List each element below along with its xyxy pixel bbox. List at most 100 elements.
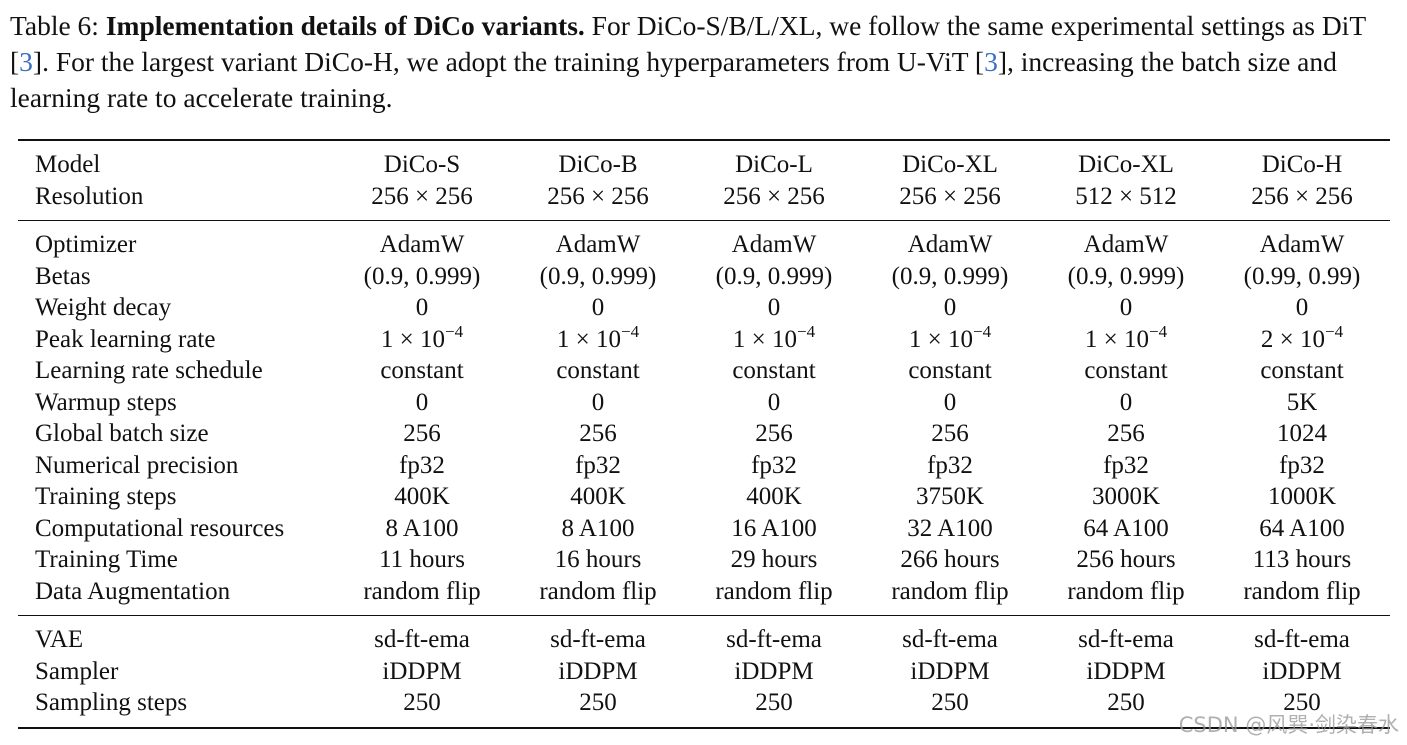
table-cell: random flip bbox=[539, 577, 657, 605]
table-cell: 250 bbox=[403, 689, 441, 716]
table-cell: 0 bbox=[1119, 388, 1133, 416]
cell-exponent: −4 bbox=[797, 321, 816, 341]
table-cell: DiCo-S bbox=[383, 151, 461, 178]
table-cell: 256 hours bbox=[1076, 546, 1176, 573]
table-body: Model DiCo-S DiCo-B DiCo-L DiCo-XL DiCo-XL DiC… bbox=[18, 140, 1390, 728]
table-cell: DiCo-L bbox=[735, 151, 813, 178]
table-cell: 400K bbox=[570, 483, 626, 510]
table-cell: iDDPM bbox=[910, 657, 990, 685]
table-row: VAE sd-ft-ema sd-ft-ema sd-ft-ema sd-ft-ema s… bbox=[18, 615, 1390, 656]
row-label: Global batch size bbox=[35, 420, 209, 447]
row-label: Computational resources bbox=[35, 514, 285, 542]
table-row: Global batch size 256 256 256 256 256 1024 bbox=[18, 418, 1390, 450]
table-cell: random flip bbox=[715, 577, 833, 605]
table-cell: 256 bbox=[403, 420, 441, 447]
table-cell: 16 hours bbox=[554, 546, 642, 573]
row-label: Warmup steps bbox=[35, 388, 177, 416]
table-cell: random flip bbox=[1243, 577, 1361, 605]
table-cell: iDDPM bbox=[1262, 657, 1342, 685]
table-cell: 256 × 256 bbox=[1251, 182, 1353, 210]
table-cell: 256 × 256 bbox=[547, 182, 649, 210]
table-cell: iDDPM bbox=[382, 657, 462, 685]
table-cell: 256 bbox=[1107, 420, 1145, 447]
caption-text: ], increasing the batch size and learnin… bbox=[10, 46, 1337, 113]
table-cell: iDDPM bbox=[734, 657, 814, 685]
table-cell: (0.9, 0.999) bbox=[1067, 262, 1185, 290]
cell-base: 1 × 10 bbox=[380, 325, 445, 353]
cell-exponent: −4 bbox=[621, 321, 640, 341]
cell-base: 2 × 10 bbox=[1260, 325, 1325, 353]
table-cell: AdamW bbox=[686, 220, 862, 261]
row-label: Training steps bbox=[35, 483, 177, 510]
table-cell: constant bbox=[908, 357, 992, 384]
table-cell: DiCo-XL bbox=[1078, 151, 1174, 178]
table-row: Computational resources 8 A100 8 A100 16 A1… bbox=[18, 513, 1390, 545]
table-cell: 0 bbox=[767, 294, 781, 321]
table-cell: 256 bbox=[931, 420, 969, 447]
table-cell: 256 × 256 bbox=[899, 182, 1001, 210]
table-row: Training steps 400K 400K 400K 3750K 3000K 1000… bbox=[18, 481, 1390, 513]
table-cell: 250 bbox=[1283, 689, 1321, 716]
table: Model DiCo-S DiCo-B DiCo-L DiCo-XL DiCo-XL DiC… bbox=[18, 139, 1390, 729]
table-row: Data Augmentation random flip random flip r… bbox=[18, 576, 1390, 616]
row-label: Weight decay bbox=[35, 294, 172, 321]
table-row: Model DiCo-S DiCo-B DiCo-L DiCo-XL DiCo-XL DiC… bbox=[18, 140, 1390, 181]
table-row: Sampler iDDPM iDDPM iDDPM iDDPM iDDPM iDDPM bbox=[18, 656, 1390, 688]
caption-label: Table 6: bbox=[10, 10, 99, 41]
table-cell: AdamW bbox=[1038, 220, 1214, 261]
table-cell: 113 hours bbox=[1252, 546, 1352, 573]
table-cell: 512 × 512 bbox=[1075, 182, 1177, 210]
table-cell: 64 A100 bbox=[1083, 514, 1169, 542]
table-cell: 256 × 256 bbox=[371, 182, 473, 210]
row-label: Training Time bbox=[35, 546, 178, 573]
cell-exponent: −4 bbox=[1325, 321, 1344, 341]
table-cell: fp32 bbox=[751, 451, 797, 479]
table-cell: (0.9, 0.999) bbox=[363, 262, 481, 290]
table-cell: fp32 bbox=[399, 451, 445, 479]
table-cell: DiCo-B bbox=[558, 151, 638, 178]
table-row: Training Time 11 hours 16 hours 29 hours 266… bbox=[18, 544, 1390, 576]
table-cell: 0 bbox=[767, 388, 781, 416]
table-cell: 250 bbox=[755, 689, 793, 716]
table-cell: sd-ft-ema bbox=[686, 615, 862, 656]
table-cell: random flip bbox=[891, 577, 1009, 605]
table-cell: 400K bbox=[394, 483, 450, 510]
row-label: Model bbox=[35, 151, 101, 178]
row-label: VAE bbox=[18, 615, 334, 656]
row-label: Peak learning rate bbox=[35, 325, 216, 353]
table-cell: AdamW bbox=[1214, 220, 1390, 261]
table-caption: Table 6: Implementation details of DiCo … bbox=[10, 8, 1400, 116]
table-cell: 0 bbox=[591, 388, 605, 416]
table-cell: 0 bbox=[591, 294, 605, 321]
table-cell: 3750K bbox=[915, 483, 985, 510]
table-cell: 2 × 10−4 bbox=[1214, 321, 1390, 356]
cell-exponent: −4 bbox=[973, 321, 992, 341]
table-cell: constant bbox=[380, 357, 464, 384]
table-cell: 16 A100 bbox=[731, 514, 817, 542]
table-cell: 29 hours bbox=[730, 546, 818, 573]
caption-text: ]. For the largest variant DiCo-H, we ad… bbox=[32, 46, 985, 77]
table-row: Optimizer AdamW AdamW AdamW AdamW AdamW AdamW bbox=[18, 220, 1390, 261]
cell-base: 1 × 10 bbox=[556, 325, 621, 353]
table-cell: 1 × 10−4 bbox=[510, 321, 686, 356]
row-label: Data Augmentation bbox=[35, 577, 231, 605]
table-cell: constant bbox=[556, 357, 640, 384]
table-cell: 1 × 10−4 bbox=[686, 321, 862, 356]
row-label: Betas bbox=[35, 262, 91, 290]
table-cell: DiCo-H bbox=[1261, 151, 1343, 178]
table-cell: 3000K bbox=[1091, 483, 1161, 510]
caption-text: For DiCo-S/B/L/XL, we follow the same ex… bbox=[10, 10, 1366, 77]
table-cell: 1 × 10−4 bbox=[1038, 323, 1214, 356]
table-cell: 256 bbox=[579, 420, 617, 447]
cell-base: 1 × 10 bbox=[1084, 325, 1149, 353]
table-cell: sd-ft-ema bbox=[1214, 615, 1390, 656]
caption-title: Implementation details of DiCo variants. bbox=[105, 10, 585, 41]
table-cell: 250 bbox=[579, 689, 617, 716]
table-row: Learning rate schedule constant constant co… bbox=[18, 355, 1390, 387]
table-cell: sd-ft-ema bbox=[510, 615, 686, 656]
table-cell: AdamW bbox=[334, 220, 510, 261]
table-cell: fp32 bbox=[1279, 451, 1325, 479]
row-label: Sampler bbox=[35, 657, 119, 685]
table-cell: 250 bbox=[1107, 689, 1145, 716]
table-row: Weight decay 0 0 0 0 0 0 bbox=[18, 292, 1390, 324]
